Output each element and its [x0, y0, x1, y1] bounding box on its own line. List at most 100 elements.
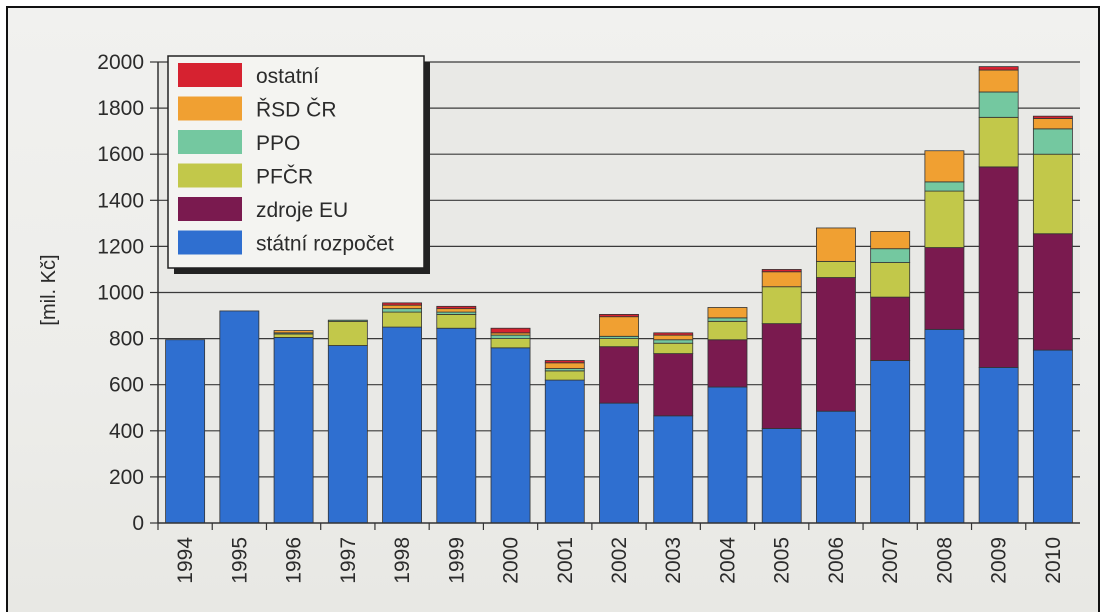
bar-segment	[382, 326, 422, 524]
bar-segment	[653, 415, 694, 524]
bar-segment	[490, 334, 531, 339]
legend-swatch	[178, 163, 242, 188]
x-tick-label: 2003	[662, 537, 685, 584]
bar-segment	[870, 262, 911, 298]
x-tick-label: 2005	[771, 537, 794, 584]
bar-segment	[707, 339, 748, 388]
bar-segment	[219, 310, 260, 524]
bar-segment	[707, 386, 748, 524]
y-tick-label: 800	[109, 328, 144, 351]
bar-segment	[327, 320, 368, 346]
bar-segment	[707, 317, 748, 322]
bar-segment	[544, 379, 585, 524]
bar-segment	[978, 116, 1019, 168]
x-tick-label: 1994	[174, 537, 197, 584]
bar-segment	[816, 410, 856, 524]
bar-segment	[1032, 233, 1073, 351]
bar-segment	[978, 69, 1019, 93]
x-tick-label: 1998	[391, 537, 414, 584]
bar-segment	[382, 311, 422, 328]
bar-segment	[816, 227, 856, 262]
x-tick-label: 2006	[825, 537, 848, 584]
bar-segment	[924, 328, 965, 524]
bar-segment	[870, 360, 911, 524]
legend-label: státní rozpočet	[256, 233, 394, 256]
bar-segment	[653, 353, 694, 417]
x-tick-label: 1995	[228, 537, 251, 584]
bars	[165, 66, 1073, 524]
bar-segment	[490, 347, 531, 524]
x-tick-label: 2009	[988, 537, 1011, 584]
legend: ostatní ŘSD ČR PPO PFČR zdroje EU státní rozp…	[167, 55, 430, 274]
y-tick-label: 2000	[97, 51, 144, 74]
x-tick-label: 2002	[608, 537, 631, 584]
x-tick-label: 2004	[716, 537, 739, 584]
bar-segment	[436, 313, 477, 329]
bar-segment	[490, 327, 531, 334]
bar-segment	[382, 308, 422, 313]
x-tick-label: 2008	[933, 537, 956, 584]
bar-segment	[1032, 118, 1073, 130]
bar-segment	[599, 313, 639, 318]
bar-segment	[761, 428, 802, 524]
bar-segment	[924, 181, 965, 192]
bar-segment	[544, 370, 585, 381]
bar-segment	[544, 362, 585, 369]
bar-segment	[870, 296, 911, 361]
bar-segment	[382, 302, 422, 306]
bar-segment	[707, 307, 748, 319]
bar-segment	[761, 271, 802, 288]
bar-segment	[599, 402, 639, 524]
y-tick-label: 1600	[97, 143, 144, 166]
bar-segment	[978, 66, 1019, 71]
bar-segment	[761, 323, 802, 429]
bar-segment	[761, 286, 802, 325]
y-tick-label: 1800	[97, 97, 144, 120]
bar-segment	[924, 150, 965, 183]
legend-swatch	[178, 96, 242, 121]
bar-segment	[327, 345, 368, 524]
bar-segment	[436, 305, 477, 310]
y-tick-label: 0	[132, 512, 144, 535]
legend-swatch	[178, 130, 242, 154]
bar-segment	[653, 339, 694, 344]
bar-segment	[599, 316, 639, 337]
y-tick-label: 600	[109, 374, 144, 397]
bar-segment	[761, 269, 802, 273]
bar-segment	[599, 346, 639, 404]
y-tick-label: 200	[109, 466, 144, 489]
y-tick-label: 1200	[97, 235, 144, 258]
bar-segment	[490, 338, 531, 349]
bar-segment	[1032, 153, 1073, 235]
legend-swatch	[178, 63, 242, 87]
bar-segment	[653, 332, 694, 336]
legend-label: zdroje EU	[256, 199, 348, 222]
bar-segment	[978, 367, 1019, 524]
bar-segment	[327, 319, 368, 322]
bar-segment	[382, 304, 422, 310]
x-tick-label: 1997	[337, 537, 360, 584]
legend-label: ostatní	[256, 65, 319, 88]
bar-segment	[273, 337, 314, 524]
bar-segment	[273, 333, 314, 338]
legend-label: PFČR	[256, 166, 313, 189]
bar-segment	[599, 338, 639, 348]
bar-segment	[707, 320, 748, 341]
bar-segment	[870, 231, 911, 250]
legend-label: PPO	[256, 132, 300, 155]
legend-swatch	[178, 230, 242, 255]
bar-segment	[436, 327, 477, 524]
bar-segment	[816, 277, 856, 412]
bar-segment	[273, 330, 314, 334]
bar-segment	[544, 360, 585, 364]
x-tick-label: 1999	[445, 537, 468, 584]
bar-segment	[1032, 115, 1073, 119]
bar-segment	[1032, 349, 1073, 524]
x-tick-label: 2010	[1042, 537, 1065, 584]
y-tick-label: 1000	[97, 282, 144, 305]
bar-segment	[978, 91, 1019, 118]
legend-label: ŘSD ČR	[256, 99, 337, 122]
y-tick-label: 400	[109, 420, 144, 443]
bar-segment	[1032, 128, 1073, 155]
bar-segment	[165, 339, 206, 524]
